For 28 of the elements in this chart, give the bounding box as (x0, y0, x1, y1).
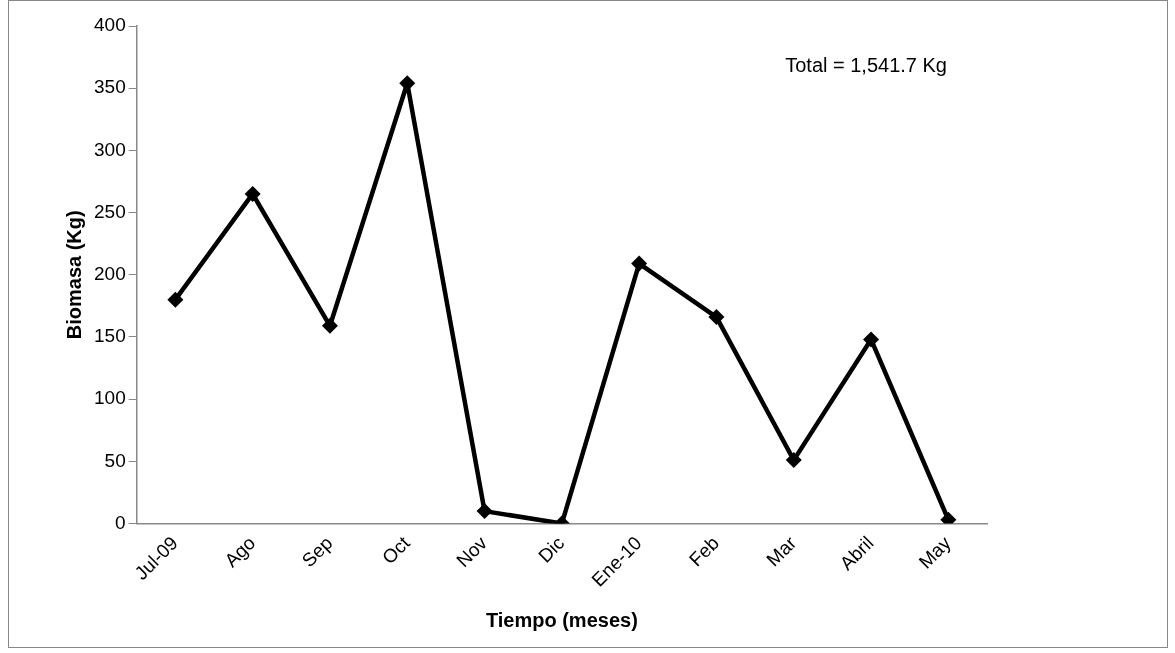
y-axis-title: Biomasa (Kg) (62, 210, 85, 340)
point (708, 309, 725, 326)
point (321, 317, 338, 334)
annotation: Total = 1,541.7 Kg (785, 53, 947, 76)
point (244, 185, 261, 202)
x-tick-label: May (914, 531, 956, 573)
x-tick-label: Feb (684, 532, 723, 571)
x-axis-title: Tiempo (meses) (485, 608, 638, 631)
point (631, 255, 648, 272)
y-tick-label: 100 (94, 387, 126, 409)
point (476, 503, 493, 520)
y-tick-label: 50 (104, 449, 126, 471)
y-tick-label: 350 (94, 76, 126, 98)
point (167, 291, 184, 308)
y-tick-label: 250 (94, 200, 126, 222)
x-tick-label: Sep (297, 532, 337, 572)
y-tick-label: 300 (94, 138, 126, 160)
y-tick-label: 200 (94, 263, 126, 285)
x-tick-label: Dic (534, 532, 569, 567)
x-tick-label: Nov (452, 531, 492, 572)
y-tick-label: 0 (115, 511, 126, 533)
y-tick-label: 150 (94, 325, 126, 347)
y-tick-label: 400 (94, 14, 126, 36)
point (863, 331, 880, 348)
x-tick-label: Mar (762, 531, 801, 571)
point (785, 452, 802, 469)
x-tick-label: Ago (220, 532, 260, 572)
x-tick-label: Oct (378, 531, 415, 569)
